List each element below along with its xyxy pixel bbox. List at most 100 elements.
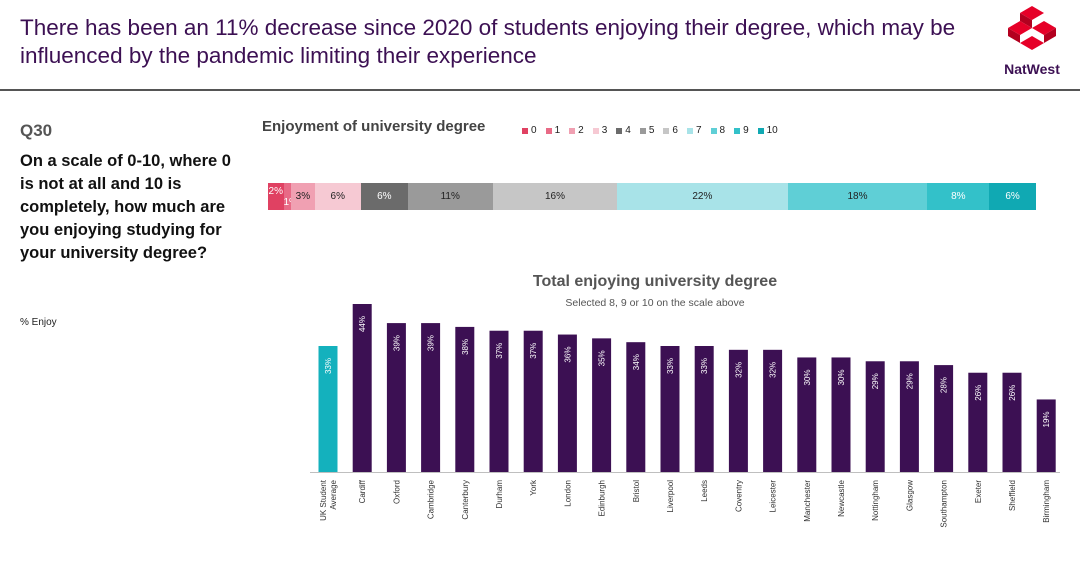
category-label: Coventry xyxy=(734,480,743,512)
category-label: Newcastle xyxy=(837,479,846,516)
bar-value-label: 33% xyxy=(700,358,709,374)
bar-coventry xyxy=(728,349,748,472)
bar-value-label: 36% xyxy=(563,347,572,363)
category-label: Leicester xyxy=(769,480,778,513)
bar-value-label: 33% xyxy=(666,358,675,374)
bar-york xyxy=(523,330,543,472)
header-divider xyxy=(0,89,1080,91)
bar-leicester xyxy=(763,349,783,472)
legend-swatch xyxy=(522,127,528,134)
stack-segment-2: 3% xyxy=(291,183,315,210)
legend-item-0: 0 xyxy=(522,125,537,136)
category-label: Oxford xyxy=(392,480,401,504)
bar-value-label: 37% xyxy=(495,343,504,359)
segment-label: 6% xyxy=(330,191,345,202)
legend-label: 2 xyxy=(578,125,584,136)
legend-swatch xyxy=(545,127,552,134)
stack-segment-7: 22% xyxy=(617,183,788,210)
category-label: Liverpool xyxy=(666,480,675,513)
category-label: Glasgow xyxy=(905,480,914,511)
category-label: York xyxy=(529,479,538,496)
bar-value-label: 32% xyxy=(734,362,743,378)
bar-chart-title: Total enjoying university degree xyxy=(532,273,778,290)
legend-swatch xyxy=(569,127,576,134)
legend-swatch xyxy=(592,127,599,134)
stack-segment-4: 6% xyxy=(361,183,408,210)
category-label: Manchester xyxy=(803,480,812,522)
category-label: Nottingham xyxy=(871,480,880,521)
chart-legend: 0 1 2 3 4 5 6 7 8 9 10 xyxy=(522,125,778,136)
bar-value-label: 39% xyxy=(392,335,401,351)
legend-swatch xyxy=(639,127,646,134)
bar-value-label: 19% xyxy=(1042,411,1051,427)
category-label: Bristol xyxy=(632,480,641,502)
bar-london xyxy=(557,334,577,472)
legend-item-10: 10 xyxy=(757,125,778,136)
bar-durham xyxy=(489,330,509,472)
bar-birmingham xyxy=(1036,399,1056,472)
category-label: Durham xyxy=(495,480,504,509)
legend-item-5: 5 xyxy=(639,125,655,136)
brand-name: NatWest xyxy=(1004,61,1060,77)
legend-label: 4 xyxy=(625,125,631,136)
stack-segment-8: 18% xyxy=(787,183,928,210)
category-label: Canterbury xyxy=(461,480,470,520)
stack-segment-5: 11% xyxy=(407,183,493,210)
bar-nottingham xyxy=(865,361,885,472)
bar-value-label: 32% xyxy=(769,362,778,378)
legend-item-9: 9 xyxy=(734,125,749,136)
bar-value-label: 33% xyxy=(324,358,333,374)
bar-liverpool xyxy=(660,346,680,472)
bar-newcastle xyxy=(831,357,851,472)
segment-label: 6% xyxy=(377,191,392,202)
category-label: Cardiff xyxy=(358,479,367,503)
bar-exeter xyxy=(968,372,988,472)
legend-label: 9 xyxy=(743,125,749,136)
bar-oxford xyxy=(386,323,406,472)
legend-item-8: 8 xyxy=(710,125,726,136)
enjoy-note: % Enjoy xyxy=(20,317,57,328)
legend-item-1: 1 xyxy=(545,125,561,136)
bar-sheffield xyxy=(1002,372,1022,472)
segment-label: 16% xyxy=(544,191,565,202)
legend-label: 8 xyxy=(719,125,726,136)
bar-cardiff xyxy=(352,304,372,472)
legend-item-6: 6 xyxy=(663,125,678,136)
bar-value-label: 37% xyxy=(529,343,538,359)
bar-value-label: 35% xyxy=(598,350,607,366)
legend-label: 5 xyxy=(648,125,655,136)
bar-value-label: 26% xyxy=(974,385,983,401)
legend-swatch xyxy=(734,127,741,134)
bar-leeds xyxy=(694,346,714,472)
category-label: Sheffield xyxy=(1008,480,1017,511)
bar-value-label: 34% xyxy=(632,354,641,370)
natwest-logo: NatWest xyxy=(992,6,1072,86)
stack-segment-3: 6% xyxy=(314,183,362,210)
bar-uk-student-average xyxy=(318,346,338,472)
bar-glasgow xyxy=(899,361,919,472)
bar-southampton xyxy=(934,365,954,472)
category-label: London xyxy=(563,480,572,507)
category-label: Average xyxy=(329,479,338,509)
category-label: Cambridge xyxy=(427,479,436,519)
category-label: Leeds xyxy=(700,480,709,502)
bar-bristol xyxy=(626,342,646,472)
bar-value-label: 29% xyxy=(905,373,914,389)
legend-swatch xyxy=(710,127,717,134)
question-text: On a scale of 0-10, where 0 is not at al… xyxy=(20,152,231,262)
bar-value-label: 26% xyxy=(1008,385,1017,401)
category-label: Southampton xyxy=(940,480,949,528)
stack-segment-6: 16% xyxy=(492,183,618,210)
legend-label: 1 xyxy=(554,125,561,136)
stacked-chart-title: Enjoyment of university degree xyxy=(262,118,486,135)
stack-segment-1: 1% xyxy=(283,183,298,210)
bar-cambridge xyxy=(421,323,441,472)
bar-value-label: 44% xyxy=(358,316,367,332)
legend-label: 6 xyxy=(672,125,678,136)
bar-value-label: 38% xyxy=(461,339,470,355)
legend-item-2: 2 xyxy=(569,125,584,136)
segment-label: 3% xyxy=(295,191,311,202)
segment-label: 11% xyxy=(440,191,460,202)
legend-swatch xyxy=(686,127,693,134)
segment-label: 1% xyxy=(284,197,298,208)
